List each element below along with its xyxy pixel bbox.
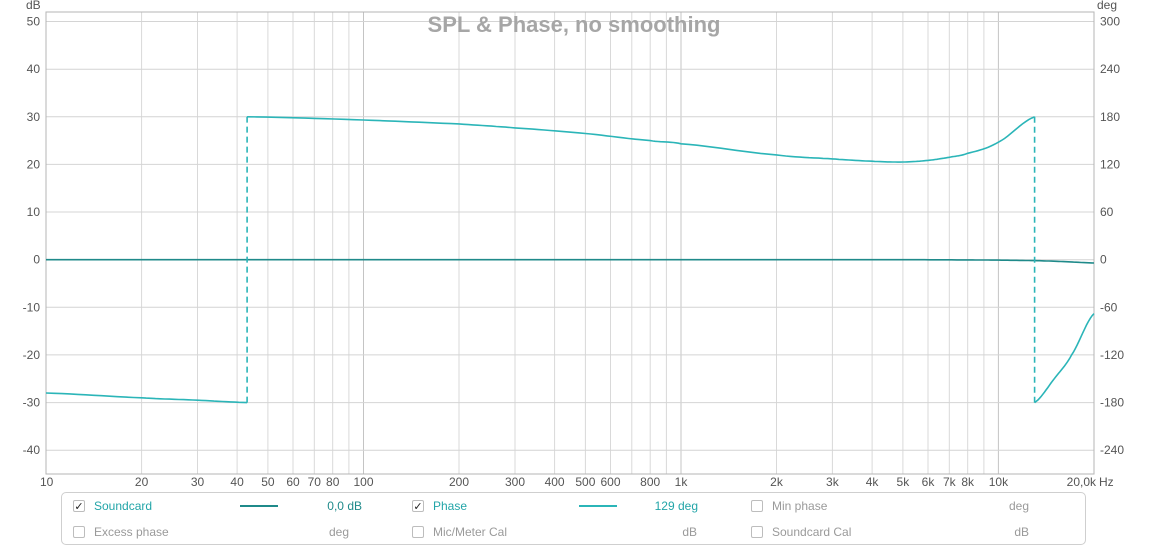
x-tick-label: 800 <box>640 475 660 489</box>
legend-item-min-phase[interactable]: Min phase deg <box>751 496 1041 516</box>
left-tick-label: 40 <box>27 62 41 76</box>
plot-frame <box>45 11 1095 475</box>
x-tick-label: 1k <box>675 475 689 489</box>
legend-item-mic-meter-cal[interactable]: Mic/Meter Cal dB <box>412 522 742 542</box>
legend-item-phase[interactable]: ✓ Phase 129 deg <box>412 496 742 516</box>
soundcard-cal-checkbox[interactable] <box>751 526 763 538</box>
chart-title: SPL & Phase, no smoothing <box>428 12 721 37</box>
x-tick-label: 40 <box>230 475 244 489</box>
x-tick-label: 2k <box>770 475 784 489</box>
x-tick-label: 5k <box>897 475 911 489</box>
legend-item-excess-phase[interactable]: Excess phase deg <box>73 522 403 542</box>
soundcard-line-swatch <box>240 505 278 507</box>
phase-checkbox[interactable]: ✓ <box>412 500 424 513</box>
x-tick-label: 4k <box>866 475 880 489</box>
legend-label-mic-meter-cal: Mic/Meter Cal <box>433 525 508 539</box>
left-tick-label: -30 <box>23 396 41 410</box>
legend-item-soundcard[interactable]: ✓ Soundcard 0,0 dB <box>73 496 403 516</box>
left-tick-label: -10 <box>23 300 41 314</box>
legend-label-phase: Phase <box>433 499 468 513</box>
left-tick-label: -40 <box>23 443 41 457</box>
right-tick-label: 0 <box>1100 253 1107 267</box>
mic-meter-cal-unit: dB <box>682 525 697 539</box>
phase-series-line <box>1034 313 1095 404</box>
legend-panel: ✓ Soundcard 0,0 dB ✓ Phase 129 deg Min p… <box>61 492 1086 545</box>
right-axis-unit: deg <box>1097 0 1117 12</box>
legend-item-soundcard-cal[interactable]: Soundcard Cal dB <box>751 522 1041 542</box>
x-tick-label: 200 <box>449 475 469 489</box>
phase-value: 129 deg <box>654 499 698 513</box>
soundcard-value: 0,0 dB <box>327 499 362 513</box>
x-tick-label: 500 <box>575 475 595 489</box>
x-tick-label: 100 <box>353 475 373 489</box>
x-tick-label: 10 <box>40 475 54 489</box>
right-tick-label: -180 <box>1100 396 1124 410</box>
left-axis-unit: dB <box>26 0 41 12</box>
right-tick-label: -120 <box>1100 348 1124 362</box>
x-tick-label: 60 <box>286 475 300 489</box>
x-tick-label: 20,0k <box>1067 475 1097 489</box>
x-tick-label: 400 <box>545 475 565 489</box>
x-tick-label: 50 <box>261 475 275 489</box>
right-tick-label: 120 <box>1100 157 1120 171</box>
soundcard-checkbox[interactable]: ✓ <box>73 500 85 513</box>
right-tick-label: -240 <box>1100 443 1124 457</box>
x-tick-label: 10k <box>989 475 1009 489</box>
left-tick-label: 30 <box>27 110 41 124</box>
min-phase-checkbox[interactable] <box>751 500 763 512</box>
phase-line-swatch <box>579 505 617 507</box>
x-tick-label: 70 <box>308 475 322 489</box>
right-tick-label: -60 <box>1100 300 1118 314</box>
x-tick-label: 80 <box>326 475 340 489</box>
x-tick-label: 8k <box>961 475 975 489</box>
spl-phase-chart: SPL & Phase, no smoothing dB deg 50 40 30 2… <box>23 0 1125 489</box>
left-tick-label: -20 <box>23 348 41 362</box>
left-tick-label: 10 <box>27 205 41 219</box>
phase-series-line <box>45 392 248 404</box>
x-tick-label: 6k <box>922 475 936 489</box>
series-layer <box>45 116 1095 404</box>
x-tick-label: 600 <box>600 475 620 489</box>
left-tick-label: 50 <box>27 15 41 29</box>
x-axis-ticks: 10 20 30 40 50 60 70 80 100 200 300 400 500 600 800 1k 2… <box>40 475 1097 489</box>
mic-meter-cal-checkbox[interactable] <box>412 526 424 538</box>
right-tick-label: 60 <box>1100 205 1114 219</box>
min-phase-unit: deg <box>1008 499 1029 513</box>
left-tick-label: 0 <box>33 253 40 267</box>
x-tick-label: 300 <box>505 475 525 489</box>
right-tick-label: 180 <box>1100 110 1120 124</box>
right-tick-label: 300 <box>1100 15 1120 29</box>
legend-label-soundcard-cal: Soundcard Cal <box>772 525 852 539</box>
right-tick-label: 240 <box>1100 62 1120 76</box>
legend-label-excess-phase: Excess phase <box>94 525 169 539</box>
excess-phase-checkbox[interactable] <box>73 526 85 538</box>
x-tick-label: 7k <box>943 475 957 489</box>
excess-phase-unit: deg <box>328 525 349 539</box>
left-axis-ticks: 50 40 30 20 10 0 -10 -20 -30 -40 <box>23 15 41 458</box>
legend-label-min-phase: Min phase <box>772 499 828 513</box>
legend-label-soundcard: Soundcard <box>94 499 153 513</box>
x-tick-label: 30 <box>191 475 205 489</box>
soundcard-cal-unit: dB <box>1014 525 1029 539</box>
x-tick-label: 3k <box>826 475 840 489</box>
grid <box>46 12 1095 474</box>
soundcard-series-line <box>46 258 1095 264</box>
right-axis-ticks: 300 240 180 120 60 0 -60 -120 -180 -240 <box>1100 15 1124 458</box>
x-axis-unit: Hz <box>1099 475 1114 489</box>
left-tick-label: 20 <box>27 157 41 171</box>
phase-series-line <box>247 116 1035 163</box>
x-tick-label: 20 <box>135 475 149 489</box>
